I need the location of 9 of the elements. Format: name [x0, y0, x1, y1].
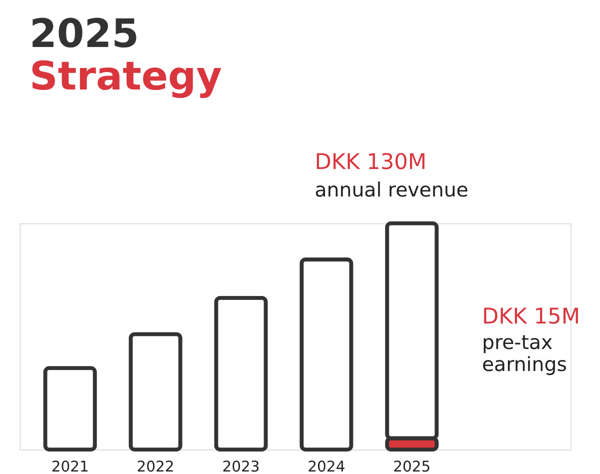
text: annual revenue	[314, 178, 468, 202]
x-tick-label: 2023	[222, 458, 260, 474]
text: DKK 130M	[314, 150, 427, 176]
x-tick-label: 2024	[308, 458, 346, 474]
x-tick-label: 2022	[136, 458, 174, 474]
text: DKK 15M	[482, 304, 580, 330]
x-tick-label: 2025	[393, 458, 431, 474]
text: pre-tax earnings	[482, 331, 567, 376]
x-tick-label: 2021	[51, 458, 89, 474]
